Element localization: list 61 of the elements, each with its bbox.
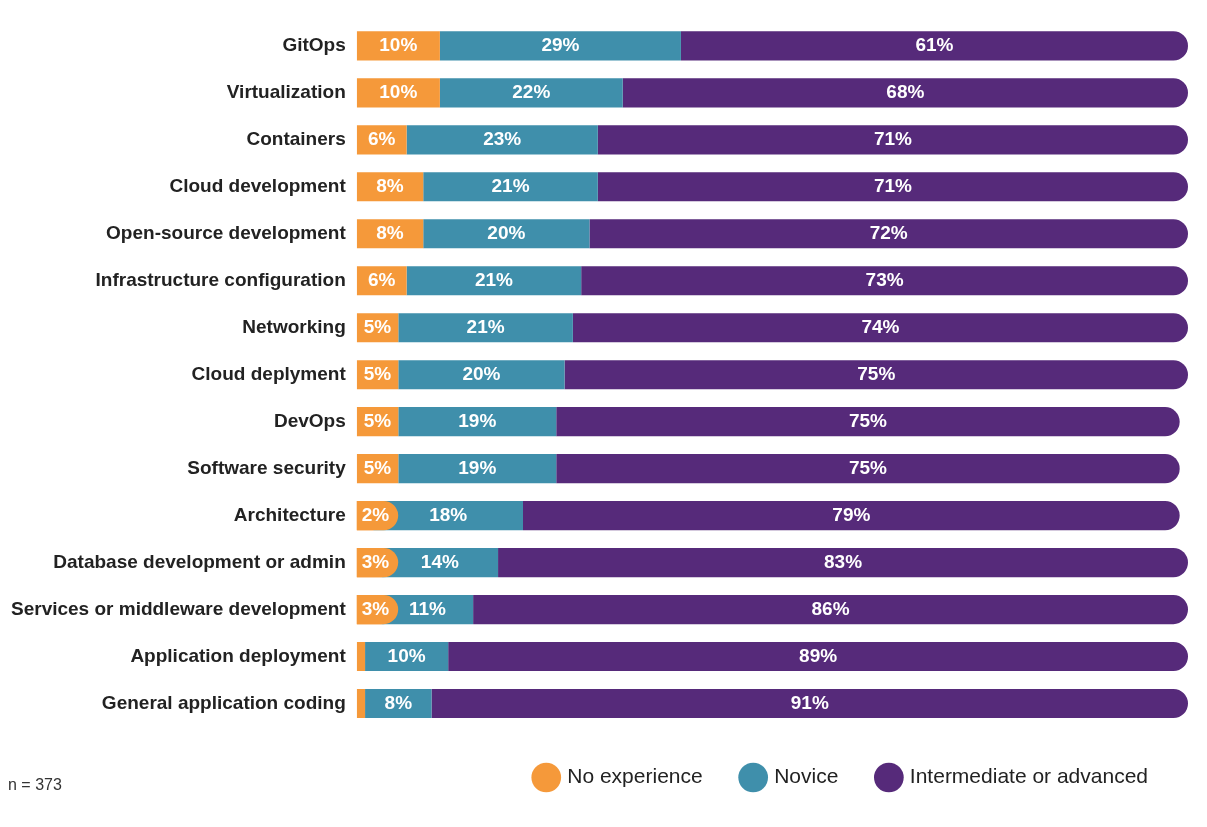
data-label: 3% [361,550,390,572]
legend-label: Novice [774,764,839,788]
data-label: 23% [483,128,522,150]
y-tick-label: Application deployment [130,644,347,666]
data-label: 5% [363,409,392,431]
data-label: 73% [865,268,904,290]
data-label: 21% [466,315,505,337]
data-label: 19% [458,456,497,478]
y-tick-label: Containers [246,128,346,150]
data-label: 71% [873,128,913,150]
data-label: 61% [915,34,954,56]
data-label: 10% [387,644,426,666]
data-label: 75% [857,362,896,384]
y-tick-label: General application coding [101,691,346,713]
data-label: 68% [886,81,925,103]
y-tick-label: Database development or admin [53,550,346,572]
data-label: 5% [363,456,392,478]
data-label: 21% [491,175,530,197]
data-label: 6% [367,128,396,150]
data-label: 5% [363,315,392,337]
data-label: 10% [379,34,418,56]
y-tick-label: Open-source development [106,222,347,244]
data-label: 6% [367,268,396,290]
y-tick-label: Services or middleware development [11,597,347,619]
data-label: 86% [811,597,850,619]
data-label: 10% [379,81,418,103]
y-tick-label: Architecture [233,503,346,525]
data-label: 21% [474,268,514,290]
data-label: 19% [458,409,497,431]
y-tick-label: Cloud deplyment [191,362,347,384]
data-label: 8% [376,175,404,197]
y-tick-label: GitOps [282,34,346,56]
data-label: 79% [832,503,871,525]
data-label: 20% [487,222,526,244]
data-label: 8% [376,222,404,244]
data-label: 89% [799,644,838,666]
data-label: 71% [873,175,913,197]
y-tick-label: Infrastructure configuration [95,268,346,290]
data-label: 14% [420,550,459,572]
data-label: 22% [512,81,551,103]
data-label: 5% [363,362,392,384]
y-tick-label: Software security [187,456,347,478]
legend-label: No experience [567,764,703,788]
data-label: 29% [541,34,580,56]
data-label: 75% [848,456,888,478]
legend-label: Intermediate or advanced [909,764,1149,788]
data-label: 83% [824,550,863,572]
data-label: 75% [848,409,888,431]
data-label: 18% [429,503,468,525]
data-label: 20% [462,362,501,384]
data-label: 3% [361,597,390,619]
data-label: 8% [384,691,413,713]
data-label: 91% [790,691,829,713]
data-label: 72% [869,222,908,244]
data-label: 11% [408,597,446,619]
y-tick-label: Networking [242,315,346,337]
y-tick-label: DevOps [273,409,346,431]
y-tick-label: Cloud development [169,175,347,197]
text: n = 373 [8,776,62,794]
data-label: 74% [861,315,900,337]
y-tick-label: Virtualization [226,81,346,103]
